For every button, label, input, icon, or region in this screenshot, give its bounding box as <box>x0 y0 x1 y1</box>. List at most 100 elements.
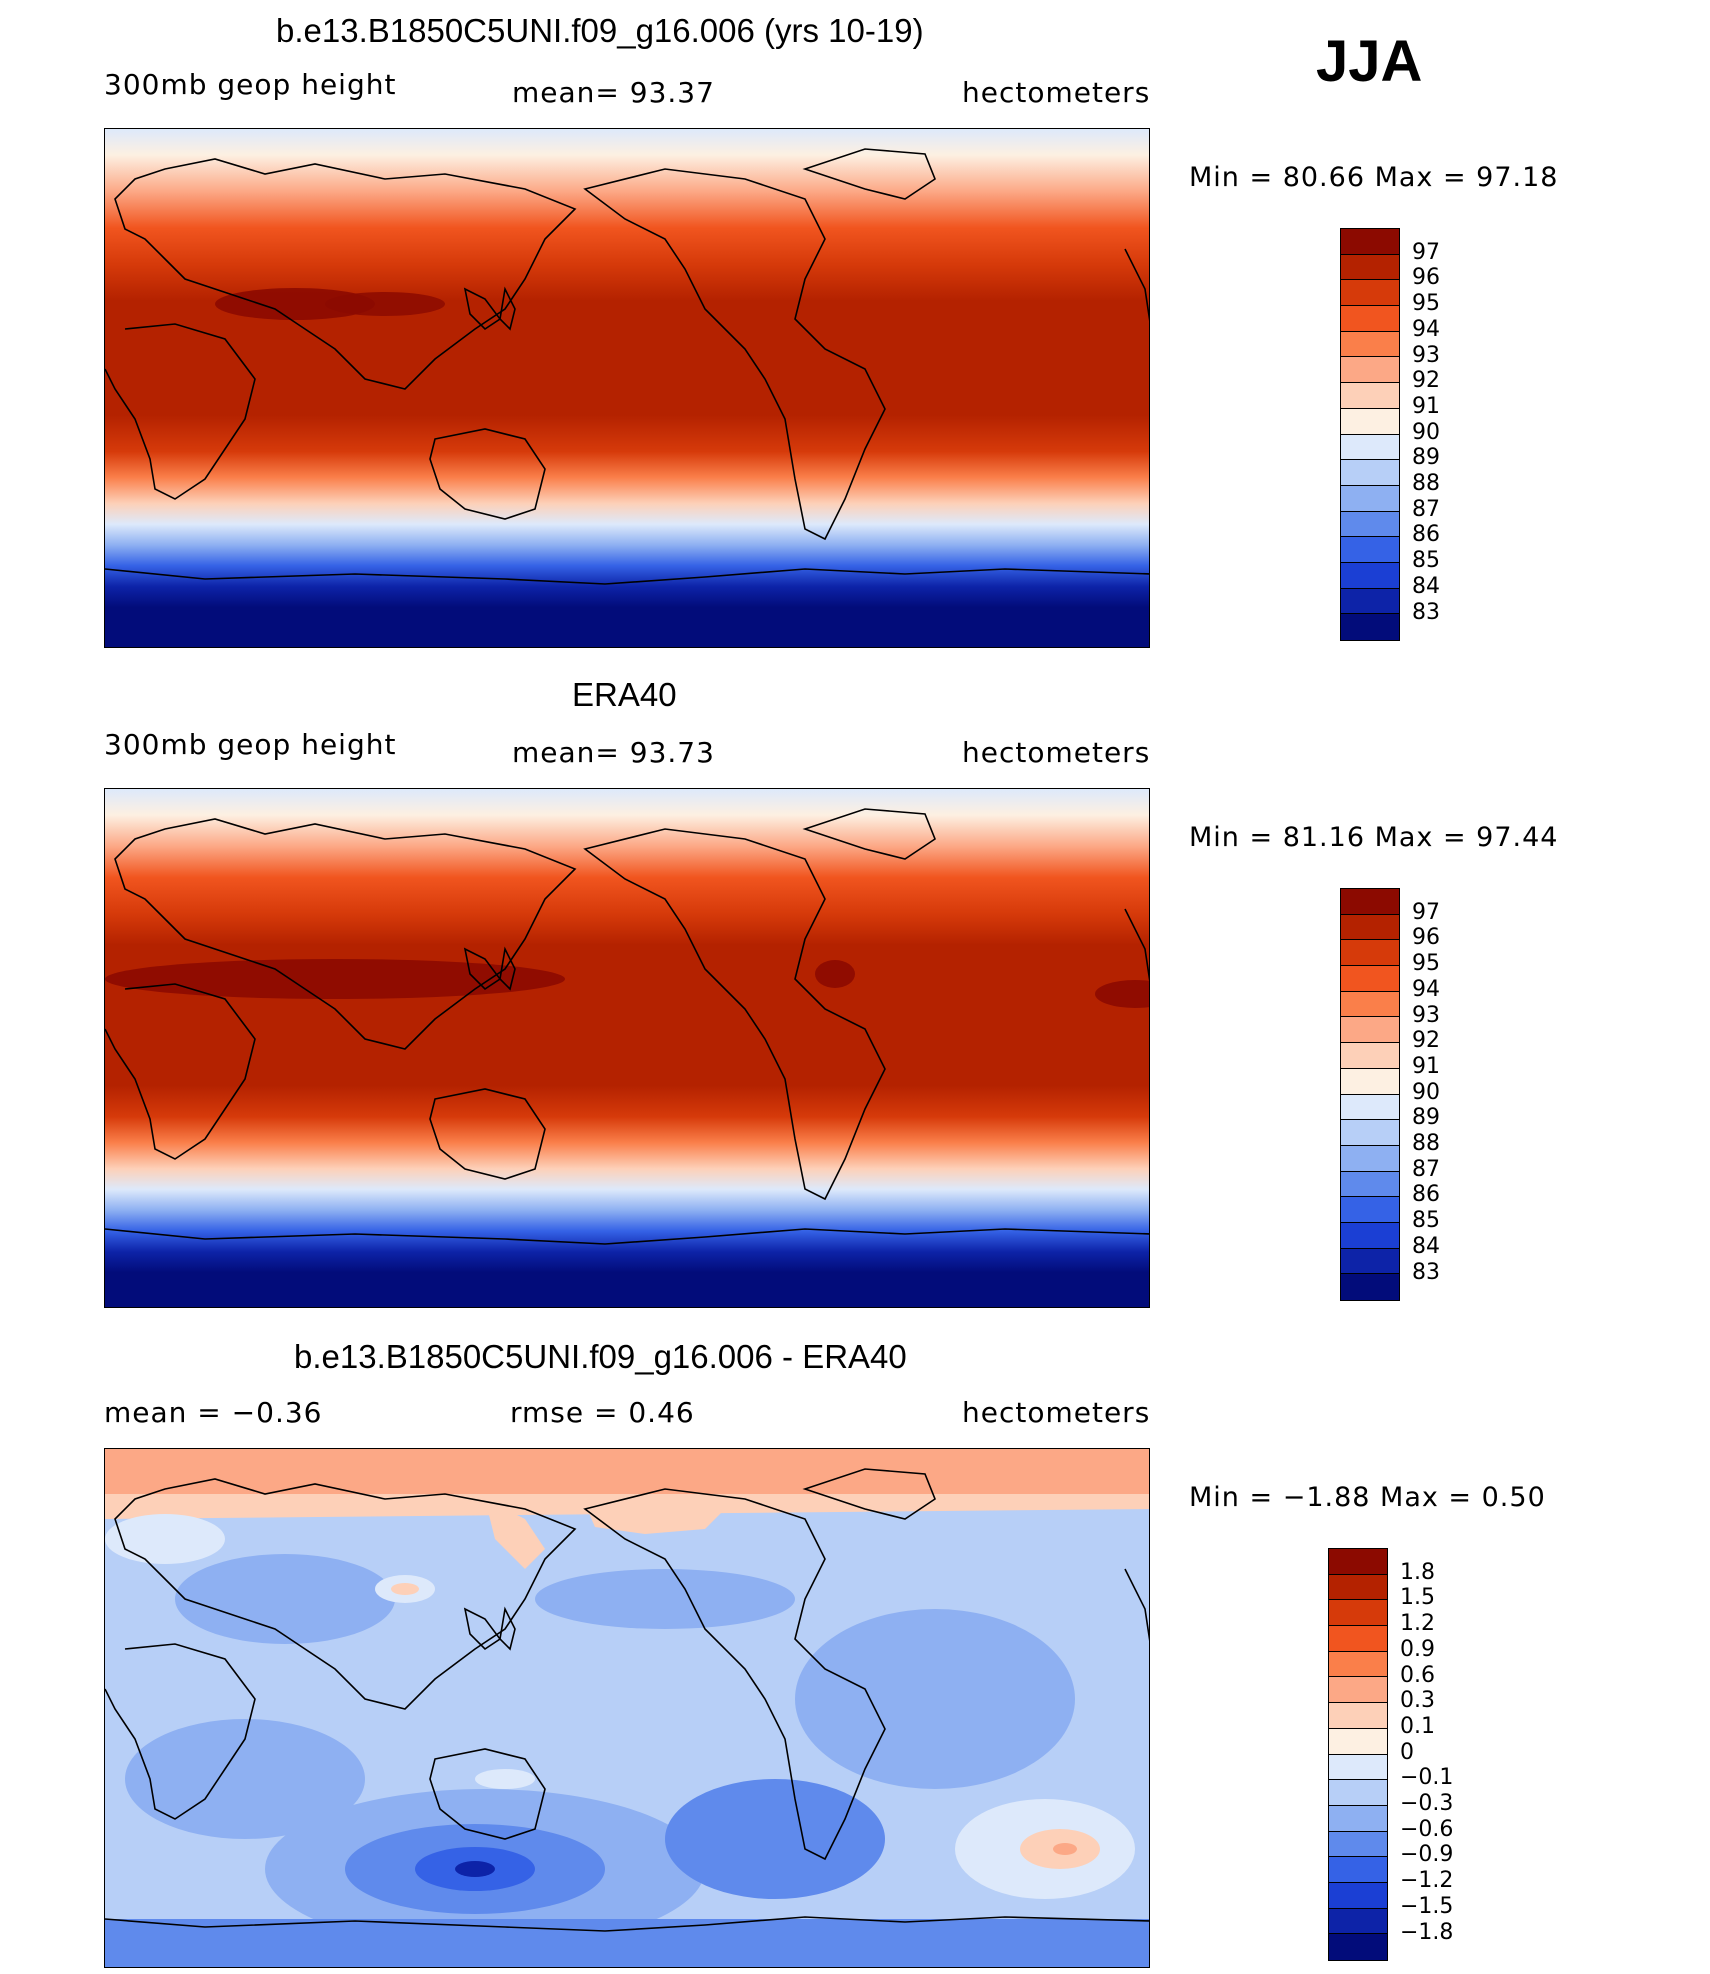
colorbar-tick-label: −1.8 <box>1400 1919 1454 1945</box>
colorbar-swatch <box>1329 1780 1387 1806</box>
panel3-title: b.e13.B1850C5UNI.f09_g16.006 - ERA40 <box>294 1338 907 1375</box>
colorbar-swatch <box>1329 1934 1387 1960</box>
colorbar-tick-label: 1.8 <box>1400 1559 1435 1585</box>
colorbar-tick-label: −1.5 <box>1400 1893 1454 1919</box>
colorbar-tick-label: 1.5 <box>1400 1585 1435 1611</box>
colorbar-tick-label: 90 <box>1412 1079 1440 1105</box>
colorbar-swatch <box>1341 1274 1399 1300</box>
colorbar-swatch <box>1341 1068 1399 1095</box>
colorbar-tick-label: −1.2 <box>1400 1868 1454 1894</box>
colorbar-swatch <box>1341 306 1399 332</box>
colorbar-swatch <box>1341 991 1399 1018</box>
colorbar-swatch <box>1341 966 1399 992</box>
colorbar-tick-label: 86 <box>1412 1182 1440 1208</box>
panel3-coastlines <box>105 1468 1149 1932</box>
colorbar-tick-label: 85 <box>1412 548 1440 574</box>
colorbar-tick-label: 92 <box>1412 1028 1440 1054</box>
panel2-map <box>104 788 1150 1308</box>
panel3-rmse-label: rmse = 0.46 <box>510 1396 695 1429</box>
season-label: JJA <box>1316 29 1423 94</box>
colorbar-tick-label: 88 <box>1412 1131 1440 1156</box>
colorbar-tick-label: 85 <box>1412 1208 1440 1234</box>
colorbar-tick-label: 86 <box>1412 522 1440 548</box>
panel1-map <box>104 128 1150 648</box>
colorbar-swatch <box>1341 889 1399 915</box>
colorbar-tick-label: 93 <box>1412 1002 1440 1028</box>
colorbar-swatch <box>1329 1754 1387 1781</box>
colorbar-swatch <box>1341 1222 1399 1249</box>
colorbar-tick-label: 0.6 <box>1400 1662 1435 1688</box>
colorbar-tick-label: 97 <box>1412 239 1440 265</box>
panel1-units-label: hectometers <box>962 76 1151 109</box>
colorbar-tick-label: 87 <box>1412 1156 1440 1182</box>
colorbar-tick-label: 83 <box>1412 599 1440 625</box>
panel3-colorbar <box>1328 1548 1388 1961</box>
colorbar-tick-label: 88 <box>1412 471 1440 496</box>
colorbar-tick-label: 89 <box>1412 1105 1440 1131</box>
colorbar-swatch <box>1341 229 1399 255</box>
colorbar-swatch <box>1341 511 1399 538</box>
colorbar-swatch <box>1341 280 1399 307</box>
colorbar-swatch <box>1341 562 1399 589</box>
colorbar-tick-label: 95 <box>1412 951 1440 977</box>
colorbar-tick-label: −0.3 <box>1400 1791 1454 1816</box>
colorbar-tick-label: 84 <box>1412 573 1440 599</box>
panel3-map <box>104 1448 1150 1968</box>
colorbar-swatch <box>1341 537 1399 563</box>
colorbar-swatch <box>1329 1857 1387 1883</box>
colorbar-swatch <box>1341 331 1399 358</box>
colorbar-tick-label: −0.6 <box>1400 1816 1454 1842</box>
panel2-units-label: hectometers <box>962 736 1151 769</box>
panel1-title: b.e13.B1850C5UNI.f09_g16.006 (yrs 10-19) <box>276 12 924 49</box>
colorbar-swatch <box>1341 1017 1399 1044</box>
panel3-units-label: hectometers <box>962 1396 1151 1429</box>
panel2-colorbar <box>1340 888 1400 1301</box>
colorbar-swatch <box>1329 1677 1387 1704</box>
colorbar-swatch <box>1329 1600 1387 1627</box>
colorbar-swatch <box>1341 485 1399 512</box>
colorbar-swatch <box>1341 914 1399 941</box>
colorbar-swatch <box>1329 1549 1387 1575</box>
colorbar-tick-label: 0 <box>1400 1739 1414 1765</box>
colorbar-tick-label: 1.2 <box>1400 1611 1435 1637</box>
colorbar-tick-label: 0.1 <box>1400 1713 1435 1739</box>
colorbar-tick-label: 96 <box>1412 925 1440 951</box>
panel2-mean-label: mean= 93.73 <box>512 736 715 769</box>
colorbar-tick-label: 95 <box>1412 291 1440 317</box>
panel3-minmax: Min = −1.88 Max = 0.50 <box>1189 1482 1546 1513</box>
colorbar-swatch <box>1341 357 1399 384</box>
panel1-coastlines <box>105 148 1149 585</box>
panel1-minmax: Min = 80.66 Max = 97.18 <box>1189 162 1559 193</box>
colorbar-swatch <box>1341 1248 1399 1275</box>
colorbar-swatch <box>1329 1574 1387 1601</box>
colorbar-tick-label: 83 <box>1412 1259 1440 1285</box>
colorbar-swatch <box>1329 1831 1387 1858</box>
colorbar-tick-label: 96 <box>1412 265 1440 291</box>
colorbar-tick-label: 94 <box>1412 976 1440 1002</box>
colorbar-swatch <box>1341 940 1399 967</box>
panel3-mean-label: mean = −0.36 <box>104 1396 323 1429</box>
colorbar-swatch <box>1341 254 1399 281</box>
colorbar-swatch <box>1329 1626 1387 1652</box>
colorbar-tick-label: 91 <box>1412 393 1440 419</box>
panel1-mean-label: mean= 93.37 <box>512 76 715 109</box>
colorbar-tick-label: −0.1 <box>1400 1765 1454 1791</box>
colorbar-swatch <box>1341 1120 1399 1146</box>
colorbar-swatch <box>1341 1145 1399 1172</box>
colorbar-tick-label: 92 <box>1412 368 1440 394</box>
colorbar-tick-label: 87 <box>1412 496 1440 522</box>
panel2-title: ERA40 <box>572 676 677 713</box>
colorbar-tick-label: 0.3 <box>1400 1688 1435 1714</box>
colorbar-swatch <box>1329 1908 1387 1935</box>
colorbar-swatch <box>1341 588 1399 615</box>
colorbar-swatch <box>1341 1171 1399 1198</box>
colorbar-swatch <box>1341 1197 1399 1223</box>
colorbar-swatch <box>1329 1728 1387 1755</box>
colorbar-swatch <box>1341 1043 1399 1069</box>
colorbar-tick-label: 93 <box>1412 342 1440 368</box>
colorbar-swatch <box>1341 434 1399 461</box>
colorbar-tick-label: 91 <box>1412 1053 1440 1079</box>
colorbar-tick-label: 89 <box>1412 445 1440 471</box>
colorbar-swatch <box>1341 1094 1399 1121</box>
colorbar-swatch <box>1329 1882 1387 1909</box>
